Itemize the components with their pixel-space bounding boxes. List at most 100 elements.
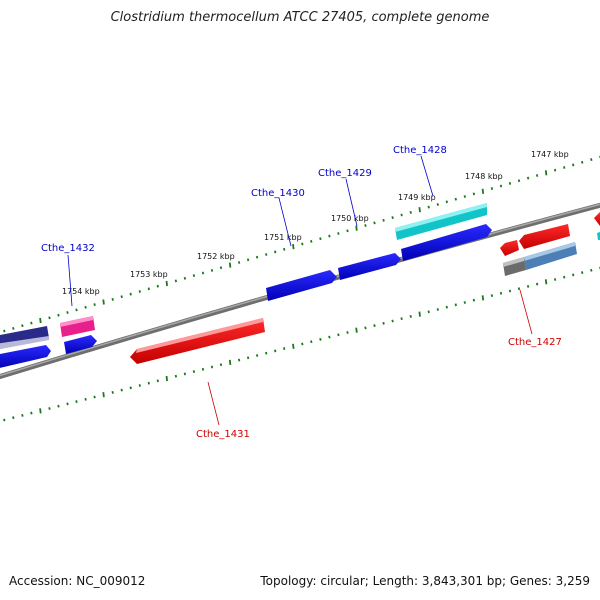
tick-minor: [310, 239, 313, 243]
tick-minor: [400, 317, 403, 321]
tick-major: [355, 327, 358, 333]
gene-red-small-feature[interactable]: [500, 240, 519, 256]
tick-major: [165, 375, 168, 382]
tick-major: [228, 262, 232, 268]
tick-minor: [183, 276, 187, 280]
tick-minor: [590, 268, 593, 272]
tick-minor: [183, 372, 187, 376]
tick-minor: [147, 287, 150, 291]
tick-minor: [30, 411, 33, 415]
gene-cthe-1428-feature[interactable]: [395, 203, 487, 240]
gene-cthe-1432-feature[interactable]: [60, 316, 95, 337]
tick-minor: [93, 395, 96, 399]
tick-minor: [445, 305, 448, 309]
tick-minor: [129, 386, 132, 390]
tick-minor: [454, 303, 457, 307]
gene-navy-feature[interactable]: [0, 326, 49, 350]
tick-minor: [156, 379, 159, 383]
accession-text: Accession: NC_009012: [9, 574, 146, 588]
tick-minor: [535, 282, 539, 286]
tick-minor: [210, 268, 214, 272]
tick-major: [544, 279, 548, 285]
tick-minor: [508, 181, 512, 185]
tick-minor: [283, 347, 286, 351]
tick-minor: [553, 278, 557, 281]
tick-minor: [210, 365, 214, 369]
gene-cthe-1429-feature[interactable]: [401, 224, 492, 261]
tick-minor: [174, 279, 178, 283]
tick-minor: [21, 324, 24, 328]
tick-minor: [255, 354, 259, 357]
gene-label-cthe-1427[interactable]: Cthe_1427: [508, 337, 562, 348]
tick-minor: [572, 163, 575, 167]
tick-minor: [319, 237, 322, 241]
tick-major: [102, 299, 105, 305]
gene-cthe-1431-feature[interactable]: [130, 318, 265, 364]
gene-blue-feature-d[interactable]: [0, 345, 51, 369]
tick-minor: [499, 291, 503, 295]
tick-minor: [192, 370, 196, 374]
tick-major: [39, 408, 42, 414]
tick-minor: [391, 319, 394, 323]
tick-minor: [120, 388, 123, 392]
tick-minor: [57, 313, 60, 317]
tick-minor: [111, 297, 114, 301]
gene-label-cthe-1432[interactable]: Cthe_1432: [41, 243, 95, 254]
tick-minor: [93, 303, 96, 307]
tick-major: [292, 343, 295, 349]
gene-label-cthe-1429[interactable]: Cthe_1429: [318, 168, 372, 179]
gene-steel-feature[interactable]: [524, 242, 577, 270]
leader-cthe-1431: [207, 381, 220, 426]
tick-minor: [337, 232, 340, 235]
tick-minor: [328, 335, 331, 339]
tick-minor: [75, 308, 78, 312]
kbp-label-1753: 1753 kbp: [130, 270, 168, 279]
tick-minor: [283, 247, 286, 251]
tick-minor: [201, 271, 205, 275]
gene-cthe-1430-feature[interactable]: [266, 270, 337, 301]
tick-minor: [21, 413, 24, 417]
tick-minor: [526, 284, 530, 288]
tick-minor: [255, 255, 259, 259]
gene-label-cthe-1431[interactable]: Cthe_1431: [196, 429, 250, 440]
tick-major: [355, 225, 358, 231]
tick-major: [292, 243, 295, 250]
gene-label-cthe-1428[interactable]: Cthe_1428: [393, 145, 447, 156]
gene-cthe-1427-feature[interactable]: [519, 224, 570, 249]
tick-minor: [246, 356, 250, 360]
tick-minor: [427, 310, 430, 314]
gene-blue-feature-b[interactable]: [338, 253, 401, 280]
tick-minor: [490, 187, 494, 191]
tick-minor: [310, 340, 313, 344]
leader-cthe-1430: [278, 197, 292, 247]
tick-minor: [553, 168, 557, 172]
tick-minor: [382, 321, 385, 325]
gene-cyan-edge-feature[interactable]: [597, 232, 600, 240]
tick-minor: [138, 290, 141, 293]
gene-blue-feature-c[interactable]: [64, 335, 97, 354]
tick-minor: [445, 200, 448, 204]
gene-grey-feature[interactable]: [503, 257, 526, 276]
gene-label-cthe-1430[interactable]: Cthe_1430: [251, 188, 305, 199]
tick-minor: [346, 331, 349, 334]
kbp-label-1748: 1748 kbp: [465, 172, 503, 181]
gene-red-edge-feature[interactable]: [594, 212, 600, 226]
tick-major: [39, 317, 42, 324]
tick-minor: [409, 314, 412, 318]
kbp-label-1754: 1754 kbp: [62, 287, 100, 296]
tick-minor: [84, 305, 87, 309]
tick-minor: [373, 221, 376, 225]
tick-minor: [66, 311, 69, 314]
tick-minor: [12, 326, 15, 330]
tick-minor: [274, 349, 277, 353]
tick-minor: [3, 329, 6, 333]
tick-minor: [156, 284, 159, 288]
leader-cthe-1427: [519, 289, 533, 335]
tick-minor: [147, 381, 150, 385]
tick-minor: [30, 321, 33, 325]
kbp-label-1751: 1751 kbp: [264, 233, 302, 242]
tick-major: [481, 188, 485, 194]
tick-minor: [563, 275, 566, 279]
tick-minor: [337, 333, 340, 337]
